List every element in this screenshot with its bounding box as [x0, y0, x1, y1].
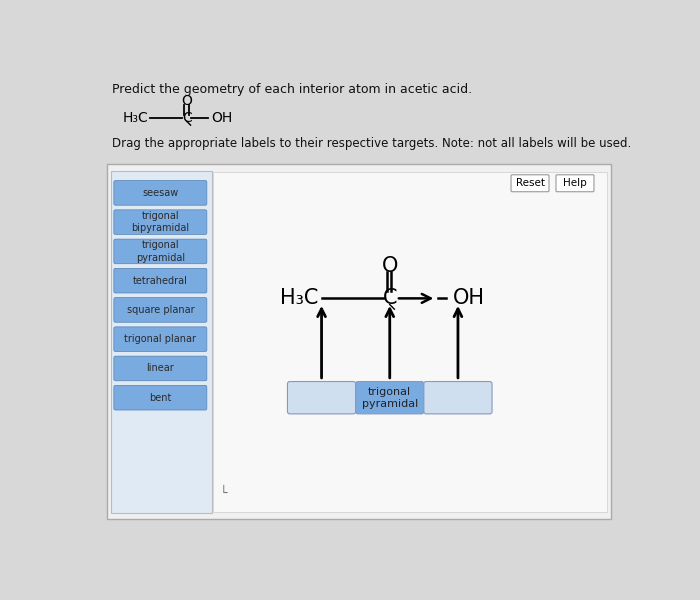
Text: trigonal planar: trigonal planar — [125, 334, 196, 344]
Text: linear: linear — [146, 364, 174, 373]
FancyBboxPatch shape — [114, 298, 207, 322]
Text: O: O — [382, 256, 398, 276]
FancyBboxPatch shape — [114, 210, 207, 235]
FancyBboxPatch shape — [356, 382, 424, 414]
Text: bent: bent — [149, 393, 172, 403]
Text: O: O — [181, 94, 192, 108]
FancyBboxPatch shape — [114, 356, 207, 381]
Text: OH: OH — [454, 289, 485, 308]
FancyBboxPatch shape — [114, 385, 207, 410]
FancyBboxPatch shape — [114, 268, 207, 293]
Text: tetrahedral: tetrahedral — [133, 275, 188, 286]
Text: └: └ — [219, 487, 227, 500]
Text: OH: OH — [211, 111, 232, 125]
Bar — [107, 164, 610, 518]
FancyBboxPatch shape — [556, 175, 594, 192]
FancyBboxPatch shape — [114, 181, 207, 205]
Text: Help: Help — [563, 178, 587, 188]
FancyBboxPatch shape — [114, 239, 207, 264]
Bar — [213, 172, 607, 512]
Text: Predict the geometry of each interior atom in acetic acid.: Predict the geometry of each interior at… — [112, 83, 472, 96]
Text: square planar: square planar — [127, 305, 194, 315]
Text: trigonal
pyramidal: trigonal pyramidal — [136, 240, 185, 263]
Text: C: C — [182, 111, 192, 125]
Text: Reset: Reset — [515, 178, 545, 188]
Bar — [111, 170, 211, 513]
FancyBboxPatch shape — [424, 382, 492, 414]
Text: C: C — [382, 289, 397, 308]
FancyBboxPatch shape — [114, 327, 207, 352]
Text: trigonal
pyramidal: trigonal pyramidal — [362, 386, 418, 409]
Text: trigonal
bipyramidal: trigonal bipyramidal — [132, 211, 190, 233]
Text: seesaw: seesaw — [142, 188, 178, 198]
Text: H₃C: H₃C — [122, 111, 148, 125]
FancyBboxPatch shape — [288, 382, 356, 414]
Text: Drag the appropriate labels to their respective targets. Note: not all labels wi: Drag the appropriate labels to their res… — [112, 137, 631, 151]
Text: H₃C: H₃C — [280, 289, 318, 308]
FancyBboxPatch shape — [511, 175, 549, 192]
